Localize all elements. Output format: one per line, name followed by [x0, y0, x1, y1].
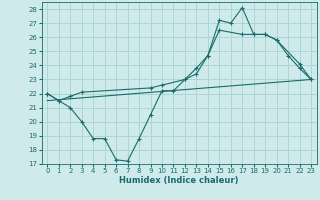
X-axis label: Humidex (Indice chaleur): Humidex (Indice chaleur) [119, 176, 239, 185]
